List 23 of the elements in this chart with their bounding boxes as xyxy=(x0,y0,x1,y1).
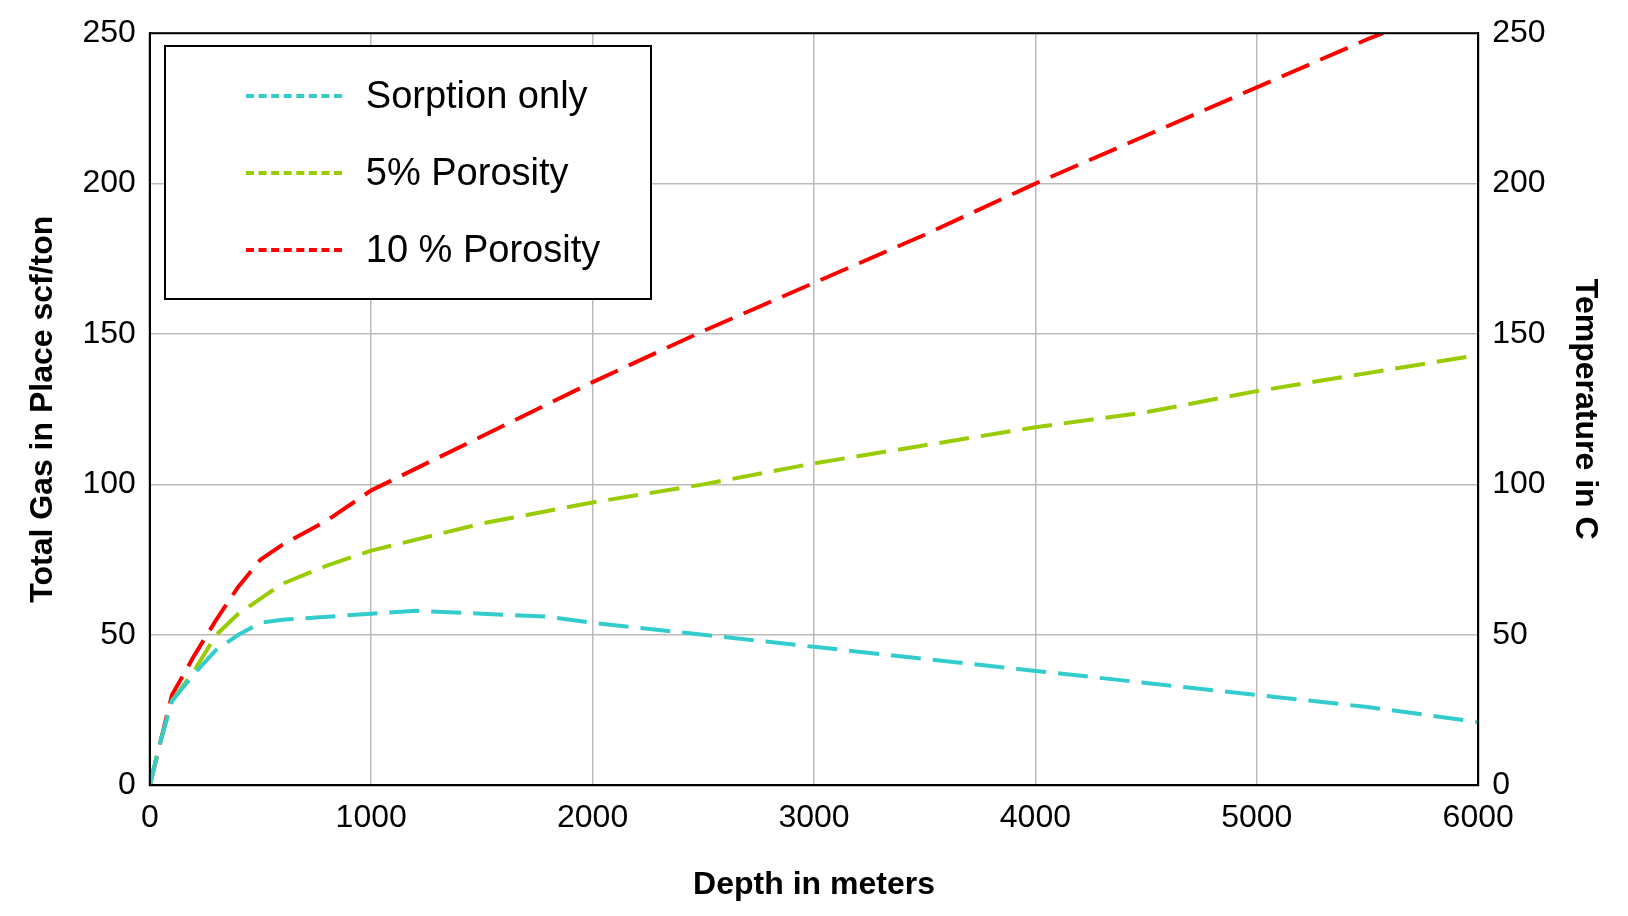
y2-tick-label: 100 xyxy=(1492,464,1546,501)
x-tick-label: 0 xyxy=(140,798,159,835)
legend-label: Sorption only xyxy=(365,74,588,118)
legend-label: 10 % Porosity xyxy=(365,228,601,272)
y-tick-label: 200 xyxy=(82,163,136,200)
x-tick-label: 3000 xyxy=(778,798,850,835)
legend-label: 5% Porosity xyxy=(365,151,569,195)
x-tick-label: 1000 xyxy=(335,798,407,835)
y2-axis-title: Temperature in C xyxy=(1568,278,1605,540)
y2-tick-label: 200 xyxy=(1492,163,1546,200)
y2-tick-label: 50 xyxy=(1492,614,1528,651)
x-tick-label: 5000 xyxy=(1221,798,1293,835)
y-tick-label: 250 xyxy=(82,13,136,50)
y2-tick-label: 250 xyxy=(1492,13,1546,50)
x-tick-label: 4000 xyxy=(999,798,1071,835)
y2-tick-label: 150 xyxy=(1492,313,1546,350)
y-tick-label: 0 xyxy=(117,765,136,802)
y-tick-label: 150 xyxy=(82,313,136,350)
x-axis-title: Depth in meters xyxy=(693,864,935,901)
x-tick-label: 2000 xyxy=(557,798,629,835)
y-axis-title: Total Gas in Place scf/ton xyxy=(23,215,60,603)
y-tick-label: 100 xyxy=(82,464,136,501)
y-tick-label: 50 xyxy=(100,614,136,651)
